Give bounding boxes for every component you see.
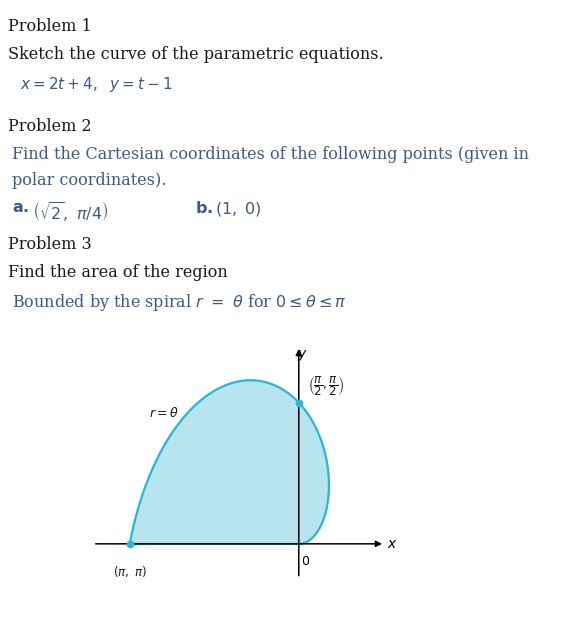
Text: $(1,\ 0)$: $(1,\ 0)$ — [215, 200, 262, 218]
Text: Find the area of the region: Find the area of the region — [8, 264, 228, 281]
Text: $r = \theta$: $r = \theta$ — [149, 407, 179, 420]
Text: $(\pi,\ \pi)$: $(\pi,\ \pi)$ — [113, 564, 147, 578]
Text: Problem 3: Problem 3 — [8, 236, 92, 253]
Text: polar coordinates).: polar coordinates). — [12, 172, 166, 189]
Text: $\left(\sqrt{2},\ \pi/4\right)$: $\left(\sqrt{2},\ \pi/4\right)$ — [32, 200, 108, 224]
Text: $\mathbf{a.}$: $\mathbf{a.}$ — [12, 200, 29, 215]
Polygon shape — [130, 380, 329, 544]
Text: $\mathbf{b.}$: $\mathbf{b.}$ — [195, 200, 213, 216]
Text: Bounded by the spiral $r\ =\ \theta$ for $0 \leq \theta \leq \pi$: Bounded by the spiral $r\ =\ \theta$ for… — [12, 292, 346, 313]
Text: $x$: $x$ — [387, 537, 398, 551]
Text: $x = 2t + 4,\ \ y = t - 1$: $x = 2t + 4,\ \ y = t - 1$ — [20, 75, 173, 94]
Text: Problem 2: Problem 2 — [8, 118, 92, 135]
Text: $0$: $0$ — [301, 554, 310, 567]
Text: $\left(\dfrac{\pi}{2},\dfrac{\pi}{2}\right)$: $\left(\dfrac{\pi}{2},\dfrac{\pi}{2}\rig… — [308, 375, 345, 398]
Text: $y$: $y$ — [297, 348, 307, 363]
Text: Sketch the curve of the parametric equations.: Sketch the curve of the parametric equat… — [8, 46, 384, 63]
Text: Find the Cartesian coordinates of the following points (given in: Find the Cartesian coordinates of the fo… — [12, 146, 529, 163]
Text: Problem 1: Problem 1 — [8, 18, 92, 35]
